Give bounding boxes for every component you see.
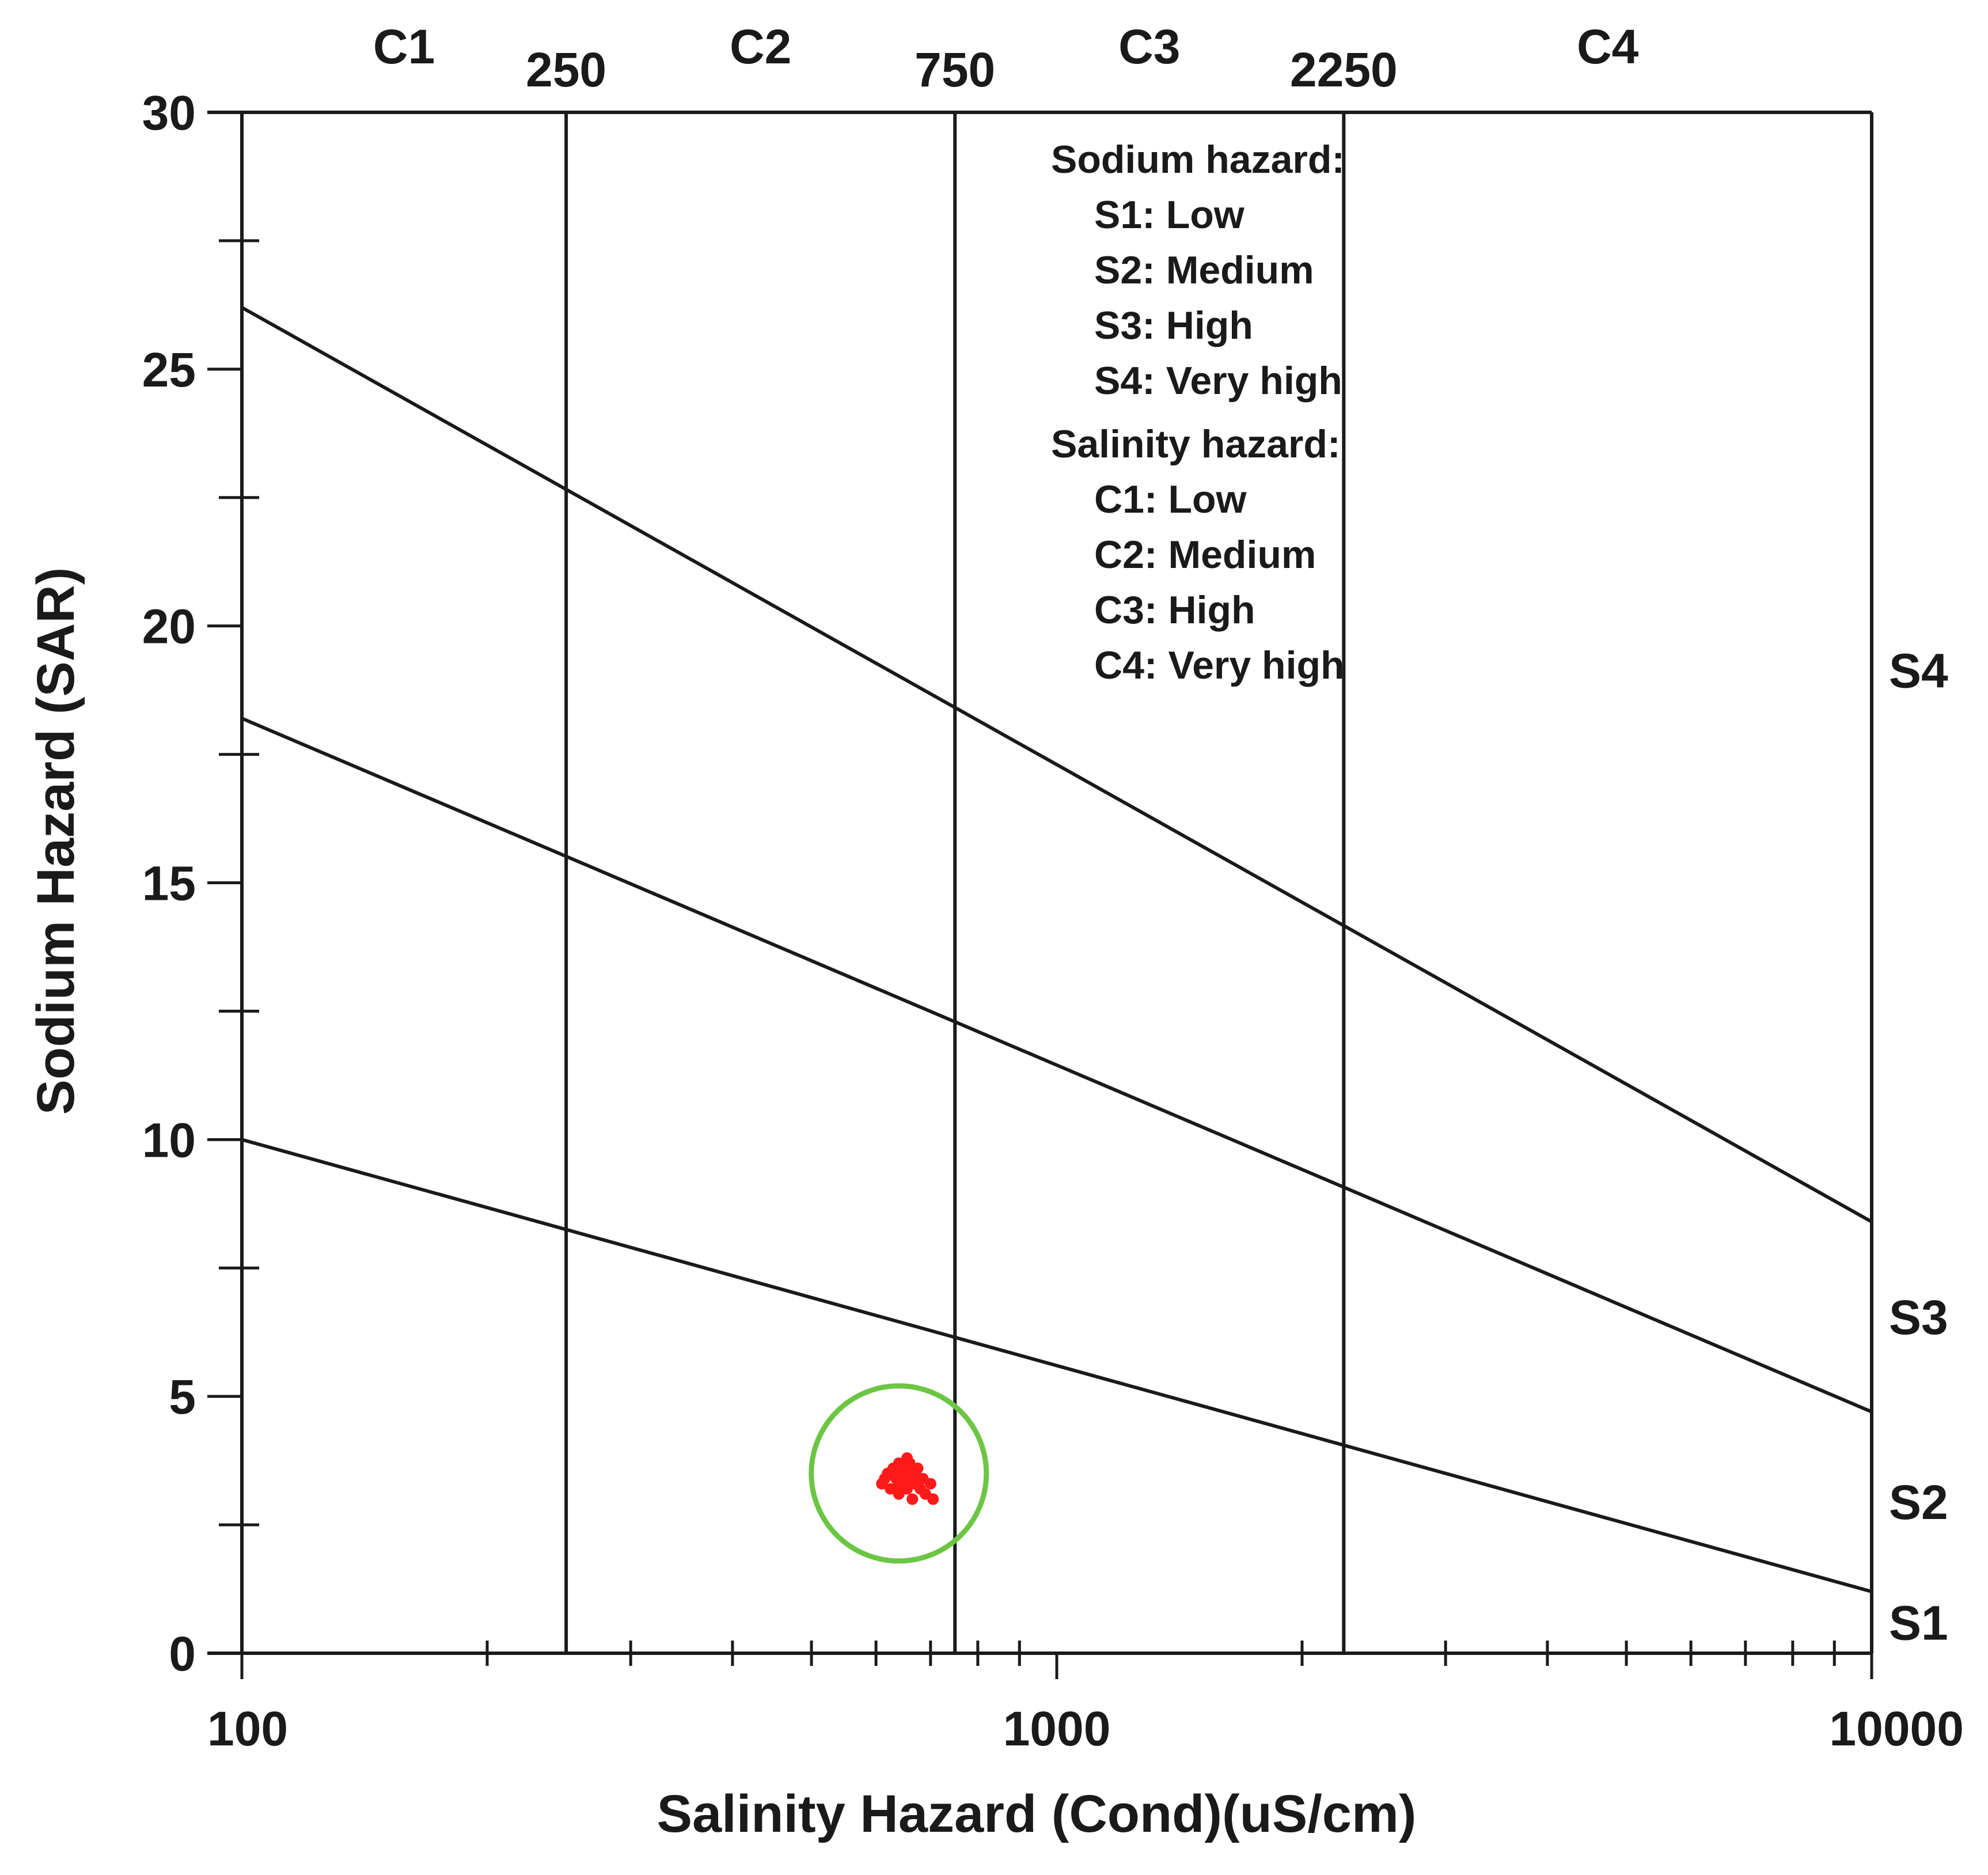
legend-salinity-item: C2: Medium <box>1094 533 1316 577</box>
y-tick-label: 0 <box>169 1627 196 1681</box>
x-axis-title: Salinity Hazard (Cond)(uS/cm) <box>657 1785 1417 1843</box>
salinity-boundary-label: 250 <box>526 43 606 97</box>
data-point <box>901 1452 913 1464</box>
tick-labels: 0 5 10 15 20 25 30 100 1000 10000 <box>142 86 1964 1756</box>
y-tick-label: 5 <box>169 1370 196 1424</box>
data-points <box>809 1383 989 1564</box>
classification-lines <box>241 112 1873 1653</box>
data-point <box>890 1483 902 1495</box>
salinity-boundary-label: 2250 <box>1290 43 1398 97</box>
salinity-class-label: C4 <box>1577 20 1639 74</box>
legend-salinity-item: C4: Very high <box>1094 643 1345 687</box>
sodium-class-label: S1 <box>1889 1596 1948 1650</box>
legend-sodium-item: S2: Medium <box>1094 248 1314 292</box>
salinity-class-label: C3 <box>1118 20 1180 74</box>
data-point <box>906 1467 919 1479</box>
sodium-boundary-line <box>241 1138 1872 1593</box>
sodium-class-label: S3 <box>1889 1290 1948 1344</box>
salinity-class-label: C1 <box>373 20 435 74</box>
x-tick-label: 100 <box>207 1702 288 1756</box>
legend: Sodium hazard: S1: Low S2: Medium S3: High S… <box>1051 138 1345 687</box>
legend-salinity-item: C3: High <box>1094 588 1255 632</box>
data-point <box>879 1472 891 1484</box>
x-tick-label: 10000 <box>1829 1702 1964 1756</box>
sodium-class-label: S2 <box>1889 1475 1948 1529</box>
salinity-class-label: C2 <box>730 20 791 74</box>
legend-sodium-item: S4: Very high <box>1094 359 1342 403</box>
sodium-boundary-line <box>241 306 1873 1224</box>
legend-salinity-item: C1: Low <box>1094 478 1247 521</box>
salinity-boundary-label: 750 <box>915 43 995 97</box>
data-point <box>924 1478 936 1490</box>
y-tick-label: 15 <box>142 857 196 911</box>
cluster-highlight-circle <box>809 1383 989 1564</box>
axis-ticks <box>207 111 1873 1679</box>
y-tick-label: 10 <box>142 1113 196 1167</box>
sodium-boundary-line <box>241 717 1873 1414</box>
zone-labels: 250 750 2250 C1 C2 C3 C4 S1 S2 S3 S4 <box>373 20 1948 1650</box>
y-tick-label: 25 <box>142 343 196 397</box>
legend-salinity-title: Salinity hazard: <box>1051 422 1341 466</box>
data-point <box>927 1493 939 1505</box>
legend-sodium-title: Sodium hazard: <box>1051 138 1345 181</box>
y-axis-title: Sodium Hazard (SAR) <box>26 567 85 1115</box>
sodium-class-label: S4 <box>1889 644 1948 698</box>
legend-sodium-item: S1: Low <box>1094 193 1245 237</box>
y-tick-label: 30 <box>142 86 196 140</box>
plot-frame <box>207 111 1873 1655</box>
data-point <box>906 1493 919 1505</box>
x-tick-label: 1000 <box>1003 1702 1111 1756</box>
y-tick-label: 20 <box>142 600 196 654</box>
legend-sodium-item: S3: High <box>1094 304 1253 347</box>
